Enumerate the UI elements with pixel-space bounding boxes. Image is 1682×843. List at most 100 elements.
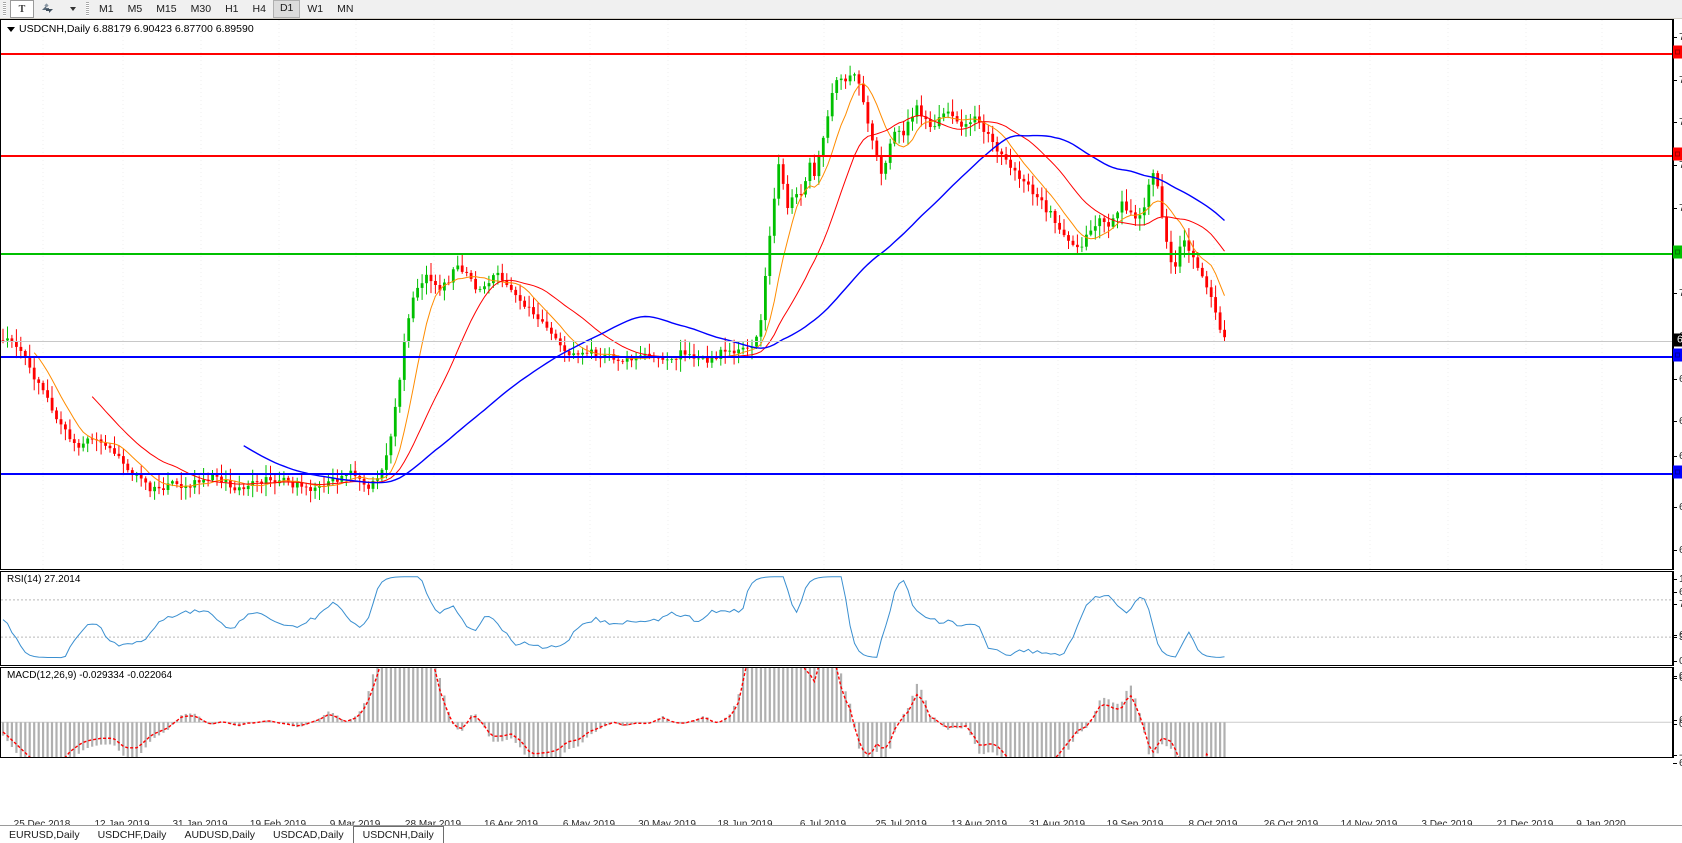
price-tick <box>1673 165 1677 166</box>
price-tick-label: 6.92285 <box>1679 415 1682 427</box>
main-toolbar: T M1 M5 M15 M30 H1 H4 D1 W1 MN <box>0 0 1682 19</box>
price-axis-line <box>1673 19 1674 570</box>
timeframe-w1[interactable]: W1 <box>307 3 324 15</box>
price-tick-label: 7.15370 <box>1679 116 1682 128</box>
toolbar-dropdown-caret[interactable] <box>60 1 82 17</box>
level-handle-icon[interactable] <box>1675 352 1680 358</box>
price-tick <box>1673 635 1677 636</box>
price-tick-label: 6.85635 <box>1679 501 1682 513</box>
price-tick-label: 6.65875 <box>1679 757 1682 769</box>
date-axis-label: 9 Jan 2020 <box>1576 819 1626 830</box>
timeframe-mn[interactable]: MN <box>337 3 354 15</box>
date-axis-label: 30 May 2019 <box>638 819 696 830</box>
price-badge-support[interactable]: 6.88250 <box>1673 348 1682 362</box>
price-badge-last-price[interactable]: 6.89590 <box>1673 333 1682 347</box>
macd-tick-label: 0.063184 <box>1679 670 1682 682</box>
level-handle-icon[interactable] <box>1675 469 1680 475</box>
price-tick <box>1673 379 1677 380</box>
date-axis-label: 13 Aug 2019 <box>951 819 1007 830</box>
chart-tab-usdchf[interactable]: USDCHF,Daily <box>88 828 176 843</box>
price-tick-label: 7.02165 <box>1679 287 1682 299</box>
date-axis-label: 16 Apr 2019 <box>484 819 538 830</box>
date-axis-label: 25 Jul 2019 <box>875 819 927 830</box>
chart-tab-usdcnh[interactable]: USDCNH,Daily <box>352 826 444 843</box>
price-tick <box>1673 293 1677 294</box>
timeframe-grip[interactable] <box>86 2 89 16</box>
price-badge-pivot[interactable]: 7.00029 <box>1673 245 1682 259</box>
timeframe-d1[interactable]: D1 <box>272 0 301 18</box>
price-tick <box>1673 720 1677 721</box>
price-tick-label: 7.08720 <box>1679 202 1682 214</box>
date-axis-label: 21 Dec 2019 <box>1497 819 1554 830</box>
price-tick <box>1673 208 1677 209</box>
price-badge-resistance[interactable]: 7.20193 <box>1673 45 1682 59</box>
macd-tick-label: -0.040355 <box>1679 749 1682 761</box>
level-line-support[interactable] <box>1 473 1672 475</box>
level-handle-icon[interactable] <box>1675 151 1680 157</box>
date-axis-label: 28 Mar 2019 <box>405 819 461 830</box>
price-badge-support[interactable]: 6.76171 <box>1673 465 1682 479</box>
price-tick-label: 7.12045 <box>1679 159 1682 171</box>
date-axis-label: 9 Mar 2019 <box>330 819 381 830</box>
chart-tab-audusd[interactable]: AUDUSD,Daily <box>175 828 265 843</box>
date-axis-label: 31 Aug 2019 <box>1029 819 1085 830</box>
rsi-tick-label: 70 <box>1679 598 1682 610</box>
timeframe-h1[interactable]: H1 <box>225 3 239 15</box>
crosshair-arrows-icon[interactable] <box>36 1 58 17</box>
rsi-tick-label: 100 <box>1679 573 1682 585</box>
level-handle-icon[interactable] <box>1675 49 1680 55</box>
rsi-tick-label: 0 <box>1679 655 1682 667</box>
date-axis[interactable]: 25 Dec 2018 12 Jan 2019 31 Jan 2019 19 Feb … <box>0 819 1682 833</box>
timeframe-m1[interactable]: M1 <box>99 3 114 15</box>
price-tick-label: 7.21925 <box>1679 31 1682 43</box>
rsi-panel[interactable]: RSI(14) 27.2014 <box>0 571 1673 666</box>
timeframe-m5[interactable]: M5 <box>127 3 143 15</box>
text-tool-icon[interactable]: T <box>10 0 34 18</box>
chart-tab-usdcad[interactable]: USDCAD,Daily <box>264 828 353 843</box>
price-badge-resistance[interactable]: 7.10011 <box>1673 147 1682 161</box>
rsi-tick <box>1673 579 1677 580</box>
chart-tab-eurusd[interactable]: EURUSD,Daily <box>0 828 89 843</box>
macd-tick-label: 0.00 <box>1679 718 1682 730</box>
price-tick-label: 7.18600 <box>1679 74 1682 86</box>
price-tick <box>1673 507 1677 508</box>
price-tick-label: 6.72430 <box>1679 672 1682 684</box>
symbol-collapse-icon[interactable] <box>7 27 15 32</box>
price-tick <box>1673 456 1677 457</box>
chart-area[interactable]: USDCNH,Daily 6.88179 6.90423 6.87700 6.8… <box>0 19 1682 819</box>
level-line-resistance[interactable] <box>1 53 1672 55</box>
rsi-tick <box>1673 661 1677 662</box>
price-scale[interactable]: 7.219257.186007.153707.120457.087207.053… <box>1673 19 1682 819</box>
macd-tick <box>1673 724 1677 725</box>
price-tick <box>1673 592 1677 593</box>
price-tick <box>1673 550 1677 551</box>
date-axis-label: 3 Dec 2019 <box>1421 819 1472 830</box>
price-badge-value: 6.89590 <box>1677 333 1682 346</box>
date-axis-label: 19 Sep 2019 <box>1107 819 1164 830</box>
price-tick <box>1673 421 1677 422</box>
price-tick-label: 6.75755 <box>1679 629 1682 641</box>
timeframe-h4[interactable]: H4 <box>252 3 266 15</box>
rsi-plot <box>1 576 1672 659</box>
level-line-support[interactable] <box>1 356 1672 358</box>
price-panel[interactable]: USDCNH,Daily 6.88179 6.90423 6.87700 6.8… <box>0 19 1673 570</box>
price-candles <box>1 20 1603 569</box>
timeframe-m30[interactable]: M30 <box>190 3 212 15</box>
date-axis-label: 14 Nov 2019 <box>1341 819 1398 830</box>
date-axis-label: 31 Jan 2019 <box>172 819 227 830</box>
date-axis-label: 12 Jan 2019 <box>94 819 149 830</box>
macd-panel[interactable]: MACD(12,26,9) -0.029334 -0.022064 <box>0 667 1673 758</box>
level-handle-icon[interactable] <box>1675 249 1680 255</box>
macd-axis-line <box>1673 667 1674 758</box>
date-axis-label: 8 Oct 2019 <box>1189 819 1238 830</box>
date-axis-label: 6 Jul 2019 <box>800 819 846 830</box>
toolbar-grip[interactable] <box>3 2 6 16</box>
timeframe-m15[interactable]: M15 <box>156 3 177 15</box>
level-line-pivot[interactable] <box>1 253 1672 255</box>
price-tick <box>1673 678 1677 679</box>
chart-tab-bar[interactable]: EURUSD,Daily USDCHF,Daily AUDUSD,Daily USDC… <box>0 825 1682 843</box>
rsi-tick-label: 30 <box>1679 631 1682 643</box>
level-line-resistance[interactable] <box>1 155 1672 157</box>
symbol-ohlc-label: USDCNH,Daily 6.88179 6.90423 6.87700 6.8… <box>19 23 254 35</box>
price-tick-label: 6.82310 <box>1679 544 1682 556</box>
